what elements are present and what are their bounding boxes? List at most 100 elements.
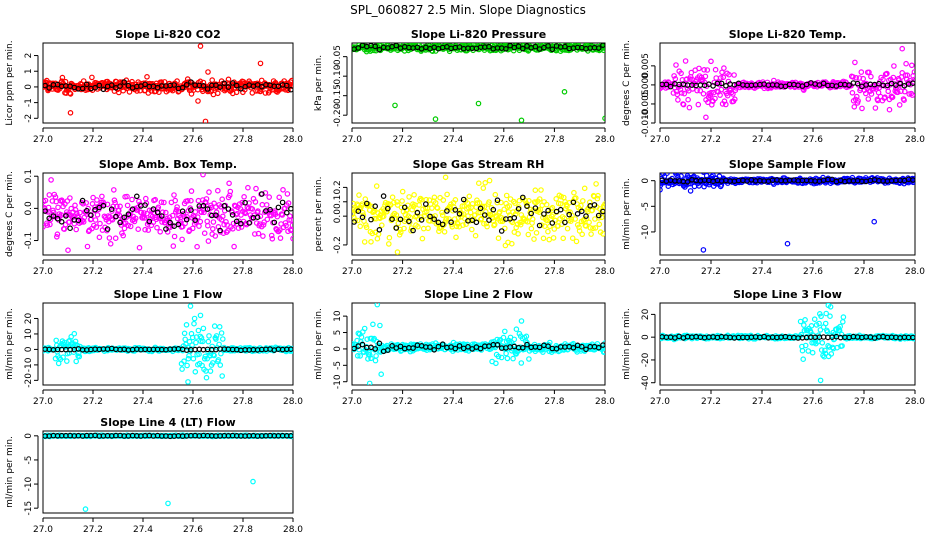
reference-point [58, 219, 65, 225]
data-point [357, 223, 364, 230]
reference-point [536, 222, 543, 229]
panel-title: Slope Li-820 Pressure [411, 28, 546, 41]
reference-point [368, 216, 374, 223]
outlier-point [442, 174, 449, 181]
data-point [366, 349, 372, 356]
x-tick-label: 27.6 [494, 135, 514, 145]
outlier-point [200, 173, 206, 178]
data-point [460, 222, 466, 228]
data-point [827, 313, 833, 320]
data-point [466, 193, 473, 200]
reference-point [113, 213, 119, 220]
data-point [238, 224, 245, 230]
y-tick-label: -20 [24, 373, 34, 388]
data-points [43, 303, 293, 385]
x-tick-label: 27.2 [701, 135, 721, 145]
data-point [802, 342, 809, 349]
data-point [206, 189, 212, 195]
y-tick-label: -0.10 [333, 64, 343, 88]
data-point [408, 228, 414, 234]
data-point [503, 192, 510, 199]
x-tick-label: 28.0 [283, 267, 303, 277]
reference-point [204, 86, 211, 92]
data-point [697, 87, 704, 94]
data-point [455, 221, 461, 227]
data-point [198, 338, 204, 345]
x-tick-label: 27.4 [752, 135, 772, 145]
y-axis-label: ml/min per min. [5, 308, 15, 380]
data-point [904, 72, 911, 79]
reference-point [431, 216, 438, 223]
data-point [564, 203, 570, 210]
y-tick-label: -5 [24, 455, 34, 464]
reference-point [188, 79, 194, 85]
reference-point [473, 219, 480, 226]
outlier-point [207, 368, 214, 374]
data-point [363, 224, 370, 231]
data-point [257, 88, 264, 95]
data-point [204, 218, 211, 225]
y-tick-label: 20 [24, 312, 34, 324]
data-point [73, 226, 80, 233]
data-point [111, 197, 118, 204]
data-point [132, 215, 139, 222]
data-point [129, 196, 135, 203]
y-tick-label: 2 [24, 53, 34, 59]
data-point [203, 196, 210, 202]
data-point [53, 234, 60, 240]
data-point [678, 70, 684, 77]
data-point [161, 199, 167, 206]
y-tick-label: -10 [333, 374, 343, 389]
y-tick-label: 0.005 [641, 53, 651, 79]
reference-point [600, 43, 605, 48]
reference-point [595, 344, 602, 351]
data-point [467, 209, 474, 216]
data-point [290, 235, 293, 242]
data-point [260, 222, 267, 228]
data-point [411, 192, 417, 198]
reference-point [545, 43, 551, 49]
reference-point [846, 82, 852, 88]
data-point [416, 202, 423, 208]
data-points [43, 173, 293, 254]
data-point [901, 97, 907, 104]
reference-point [528, 210, 535, 217]
y-tick-label: 1 [24, 68, 34, 74]
reference-point [175, 221, 182, 228]
reference-point [146, 218, 153, 225]
reference-point [246, 220, 253, 226]
outlier-point [432, 116, 439, 122]
data-point [550, 211, 556, 218]
panel-title: Slope Amb. Box Temp. [99, 158, 237, 171]
data-point [169, 212, 176, 219]
reference-point [380, 193, 387, 199]
x-tick-label: 27.8 [854, 135, 874, 145]
x-tick-label: 27.8 [854, 267, 874, 277]
data-point [239, 199, 246, 206]
outlier-point [392, 102, 398, 109]
data-point [415, 223, 421, 230]
data-point [260, 233, 266, 239]
data-point [369, 230, 376, 237]
data-point [181, 358, 187, 365]
y-tick-label: -20 [641, 352, 651, 367]
data-point [195, 214, 201, 220]
data-point [800, 356, 807, 363]
reference-point [372, 346, 379, 352]
data-point [252, 199, 259, 205]
data-point [908, 62, 915, 69]
data-point [903, 60, 909, 67]
data-point [564, 225, 571, 232]
data-point [825, 342, 831, 349]
data-point [441, 229, 448, 235]
y-tick-label: -2 [24, 114, 34, 123]
data-point [54, 231, 61, 238]
data-point [141, 210, 147, 216]
reference-point [494, 197, 501, 204]
data-point [588, 231, 594, 237]
data-point [223, 219, 229, 225]
data-point [686, 104, 693, 111]
data-point [213, 333, 220, 339]
reference-point [159, 213, 165, 219]
data-point [371, 215, 378, 222]
